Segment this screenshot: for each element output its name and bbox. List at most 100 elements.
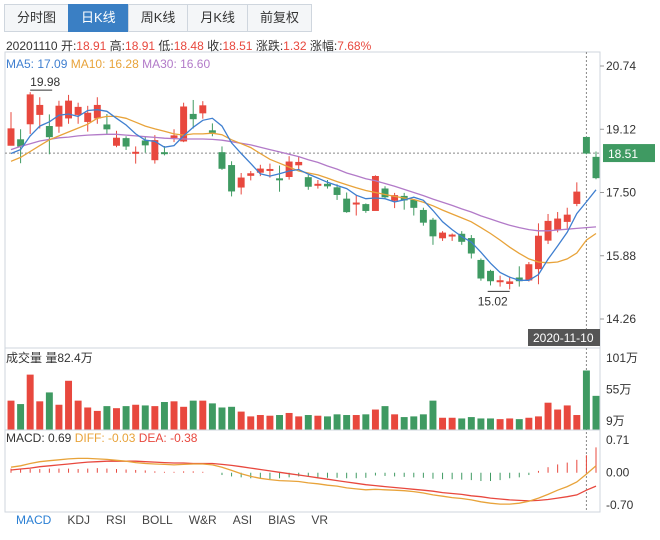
candle-body [170,135,178,138]
volume-bar [582,370,590,430]
tab-intraday[interactable]: 分时图 [4,4,70,32]
volume-bar [160,402,168,430]
volume-bar [228,406,236,430]
volume-bar [36,401,44,430]
quote-low: 18.48 [173,39,204,53]
indicator-tab-vr[interactable]: VR [311,513,329,527]
quote-pct-label: 涨幅: [309,39,338,53]
volume-bar [362,414,370,430]
indicator-tab-rsi[interactable]: RSI [106,513,127,527]
macd-tick-label: -0.70 [606,498,634,512]
volume-bar [151,406,159,430]
ma-legend: MA5: 17.09 MA10: 16.28 MA30: 16.60 [6,57,210,71]
volume-bar [247,416,255,430]
current-price-tag-bg [603,144,655,163]
volume-bar [487,418,494,430]
macd-value: MACD: 0.69 [6,431,72,445]
volume-bar [180,406,188,430]
candle-body [7,128,15,146]
candle-body [352,202,360,205]
volume-bar [266,415,274,430]
quote-low-label: 低: [158,39,174,53]
volume-bar [45,392,53,430]
indicator-tab-boll[interactable]: BOLL [142,513,173,527]
volume-bar [189,400,197,430]
volume-bar [141,405,149,430]
tab-forward-adjust[interactable]: 前复权 [247,4,313,32]
volume-bar [477,418,485,430]
volume-bar [534,416,542,430]
volume-bar [237,411,245,430]
volume-bar [7,400,15,430]
tab-daily-k[interactable]: 日K线 [68,4,129,32]
candle-body [103,124,111,130]
volume-bar [218,407,226,430]
volume-bar [544,402,552,430]
volume-bar [563,405,571,430]
price-panel-frame [4,51,601,349]
candle-body [381,188,389,198]
indicator-tab-kdj[interactable]: KDJ [67,513,91,527]
volume-bar [352,415,360,430]
high-annotation: 19.98 [30,75,60,89]
dea-line [10,460,597,502]
indicator-tab-bias[interactable]: BIAS [268,513,296,527]
volume-bar [343,415,351,430]
candle-body [343,198,351,213]
candle-body [477,259,485,279]
quote-change-label: 涨跌: [255,39,284,53]
volume-bar [170,401,178,430]
quote-pct: 7.68% [337,39,372,53]
candle-body [333,187,341,195]
ma30-line [10,133,597,232]
price-tick-label: 17.50 [606,186,636,200]
volume-tick-label: 9万 [606,414,625,428]
macd-tick-label: 0.00 [606,466,630,480]
volume-bar [448,417,456,430]
ma30-label: MA30: 16.60 [142,57,211,71]
volume-bar [17,404,25,430]
candle-body [448,234,456,237]
current-price-tag: 18.51 [608,147,638,161]
candle-body [160,152,168,155]
candle-body [180,106,188,142]
volume-bar [285,412,293,430]
ma5-label: MA5: 17.09 [6,57,68,71]
candle-body [573,191,581,204]
volume-bar [400,417,408,430]
candle-body [17,139,25,147]
candle-body [506,281,514,284]
volume-bar [103,406,111,430]
volume-bar [122,406,130,430]
quote-line: 20201110 开:18.91 高:18.91 低:18.48 收:18.51… [6,37,371,54]
quote-high-label: 高: [109,39,126,53]
volume-bar [314,415,322,430]
candle-body [429,219,437,237]
candle-body [55,105,63,127]
candle-body [228,165,236,192]
date-tag: 2020-11-10 [533,331,594,345]
volume-bar [391,414,399,430]
candle-body [496,280,504,283]
candle-body [563,214,571,222]
chart-tab-bar: 分时图 日K线 周K线 月K线 前复权 [4,4,313,32]
dea-value: DEA: -0.38 [138,431,198,445]
indicator-tab-asi[interactable]: ASI [232,513,253,527]
tab-monthly-k[interactable]: 月K线 [187,4,249,32]
candle-body [285,161,293,177]
volume-bar [419,414,427,430]
volume-bar [276,415,283,430]
candle-body [391,195,399,201]
candle-body [582,136,590,154]
candle-body [65,100,73,119]
candle-body [362,204,370,211]
volume-bar [467,417,475,430]
price-tick-label: 14.26 [606,312,636,326]
indicator-tab-macd[interactable]: MACD [16,513,52,527]
volume-bar [554,409,562,430]
indicator-tab-bar: MACD KDJ RSI BOLL W&R ASI BIAS VR [16,513,328,527]
tab-weekly-k[interactable]: 周K线 [127,4,189,32]
indicator-tab-wr[interactable]: W&R [188,513,217,527]
candle-body [295,161,303,166]
